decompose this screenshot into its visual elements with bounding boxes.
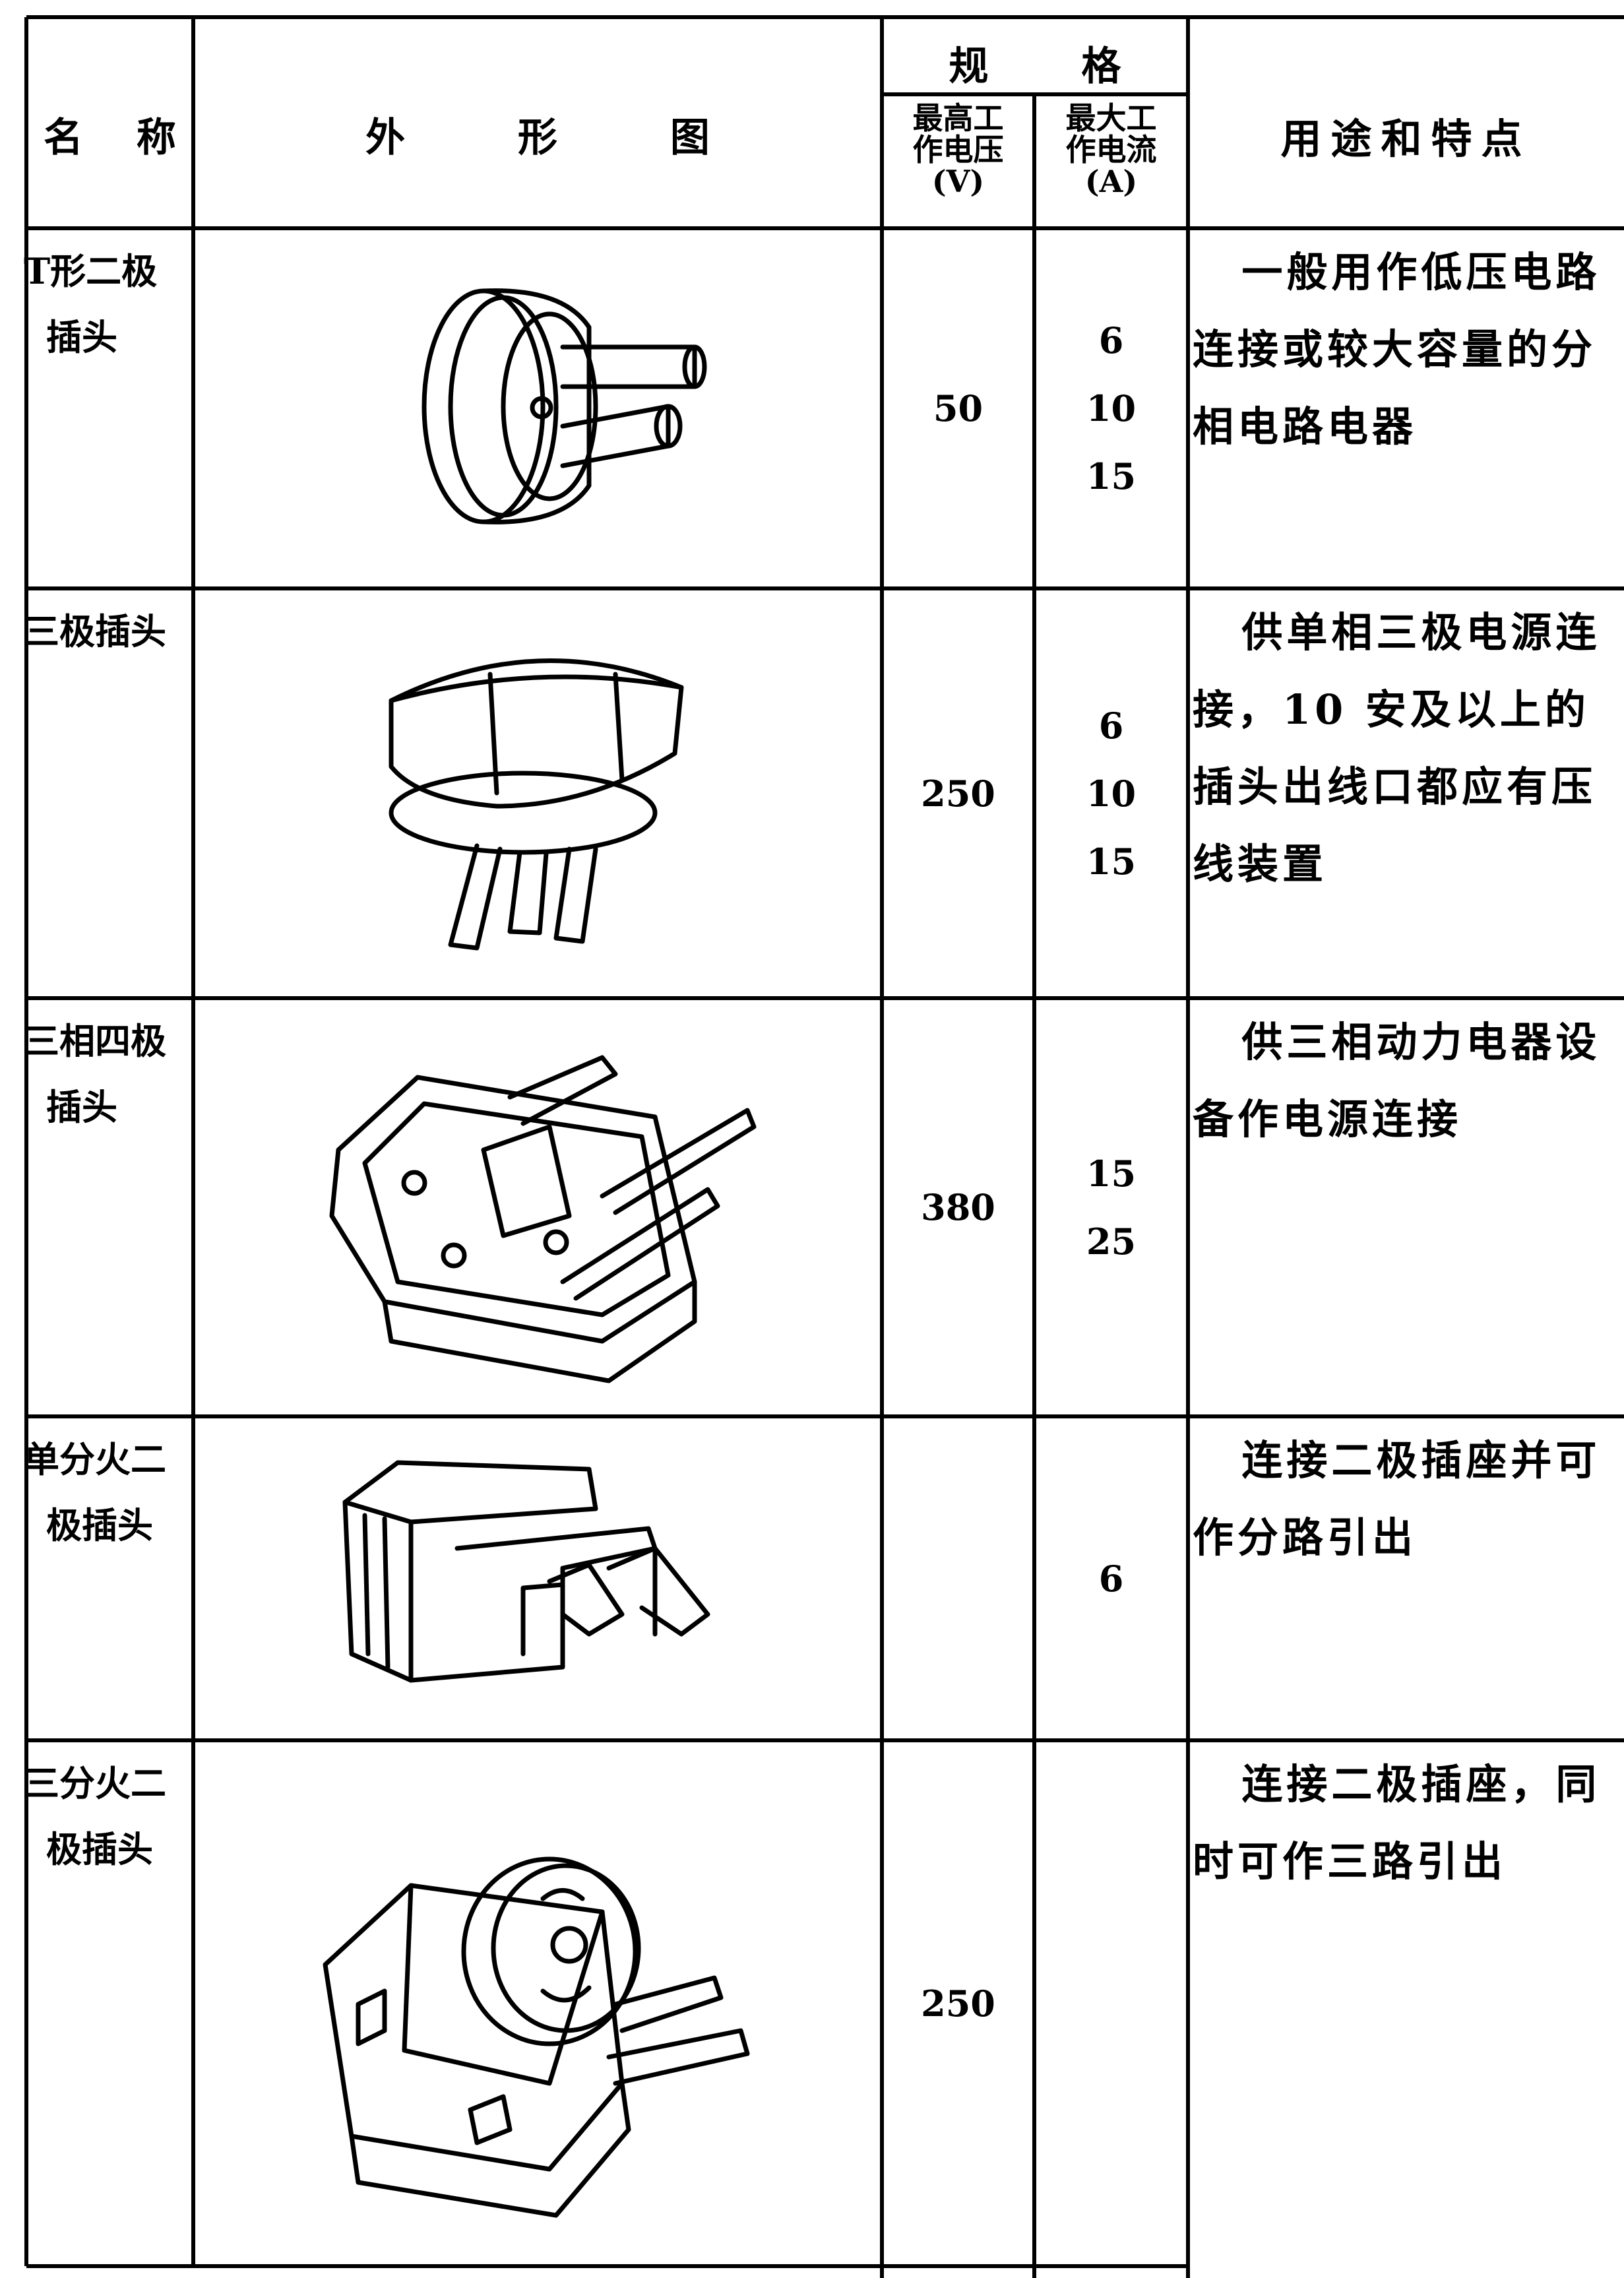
header-spec: 规 格 <box>949 44 1121 90</box>
figure-t-plug <box>422 288 707 524</box>
row-name: 三分火二 <box>24 1762 166 1804</box>
row-name: 插头 <box>46 1086 117 1128</box>
header-voltage: 最高工 <box>912 100 1004 136</box>
figure-single-branch-plug <box>342 1460 710 1683</box>
header-current: 作电流 <box>1065 132 1157 168</box>
usage: 一般用作低压电路连接或较大容量的分相电路电器 <box>1193 248 1601 451</box>
current: 6 <box>1098 1557 1124 1600</box>
header-current: 最大工 <box>1065 100 1157 136</box>
row-name: 单分火二 <box>24 1438 166 1480</box>
usage: 连接二极插座，同时可作三路引出 <box>1193 1760 1601 1885</box>
current: 15 <box>1086 455 1137 497</box>
voltage: 250 <box>921 1982 995 2025</box>
current: 6 <box>1098 704 1124 747</box>
row-name: 插头 <box>46 316 117 358</box>
row-name: 三相四极 <box>24 1020 166 1062</box>
figure-triple-branch-plug <box>323 1856 750 2218</box>
usage: 供三相动力电器设备作电源连接 <box>1193 1018 1601 1143</box>
header-current: (A) <box>1084 164 1138 199</box>
row-name: T形二极 <box>24 250 158 292</box>
current: 10 <box>1086 387 1137 429</box>
current: 15 <box>1086 1152 1137 1195</box>
usage: 连接二极插座并可作分路引出 <box>1193 1436 1601 1562</box>
row-name: 极插头 <box>46 1828 153 1870</box>
header-usage: 用途和特点 <box>1280 115 1532 163</box>
voltage: 250 <box>921 772 995 815</box>
current: 15 <box>1086 840 1137 883</box>
usage: 供单相三极电源连接，10 安及以上的插头出线口都应有压线装置 <box>1193 608 1601 888</box>
header-name: 名 称 <box>44 115 176 161</box>
current: 25 <box>1086 1220 1137 1263</box>
figure-three-pin-plug <box>389 658 684 951</box>
row-name: 极插头 <box>46 1504 153 1546</box>
header-voltage: 作电压 <box>912 132 1004 168</box>
voltage: 50 <box>933 387 984 429</box>
current: 6 <box>1098 319 1124 362</box>
row-name: 三极插头 <box>24 610 166 652</box>
current: 10 <box>1086 772 1137 815</box>
figure-four-pin-plug <box>329 1055 757 1383</box>
header-voltage: (V) <box>931 164 985 199</box>
header-figure: 外 形 图 <box>365 115 710 161</box>
voltage: 380 <box>921 1186 995 1228</box>
